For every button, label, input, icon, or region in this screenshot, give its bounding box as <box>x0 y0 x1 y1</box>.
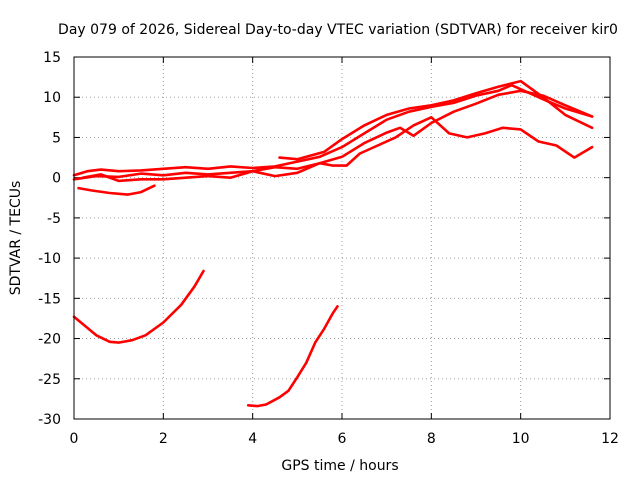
series-line-track-3 <box>81 116 594 183</box>
x-axis-label: GPS time / hours <box>281 458 398 474</box>
series-line-track-5 <box>278 79 594 161</box>
series-line-track-1 <box>72 83 594 177</box>
y-tick-label: -5 <box>47 211 61 227</box>
y-tick-label: -25 <box>38 372 61 388</box>
y-tick-labels: -30 -25 -20 -15 -10 -5 0 5 10 15 <box>38 50 61 428</box>
x-tick-label: 10 <box>512 431 530 447</box>
series-line-track-2 <box>72 89 594 181</box>
series-line-track-6 <box>72 269 205 344</box>
x-tick-label: 4 <box>248 431 257 447</box>
grid-lines <box>74 57 610 419</box>
y-axis-label: SDTVAR / TECUs <box>8 181 24 296</box>
x-tick-label: 8 <box>427 431 436 447</box>
series-line-track-7 <box>246 305 339 408</box>
y-tick-label: 5 <box>52 130 61 146</box>
chart-title: Day 079 of 2026, Sidereal Day-to-day VTE… <box>58 22 618 38</box>
y-tick-label: 15 <box>43 50 61 66</box>
x-tick-label: 12 <box>601 431 619 447</box>
data-series <box>72 79 594 408</box>
plot-frame <box>73 56 611 420</box>
series-line-track-4 <box>77 184 156 196</box>
x-tick-label: 2 <box>159 431 168 447</box>
y-tick-label: -30 <box>38 412 61 428</box>
y-tick-label: -15 <box>38 291 61 307</box>
y-tick-label: 10 <box>43 90 61 106</box>
x-tick-labels: 0 2 4 6 8 10 12 <box>70 431 619 447</box>
y-tick-label: 0 <box>52 171 61 187</box>
y-tick-label: -10 <box>38 251 61 267</box>
x-tick-label: 6 <box>338 431 347 447</box>
y-tick-label: -20 <box>38 332 61 348</box>
x-tick-label: 0 <box>70 431 79 447</box>
